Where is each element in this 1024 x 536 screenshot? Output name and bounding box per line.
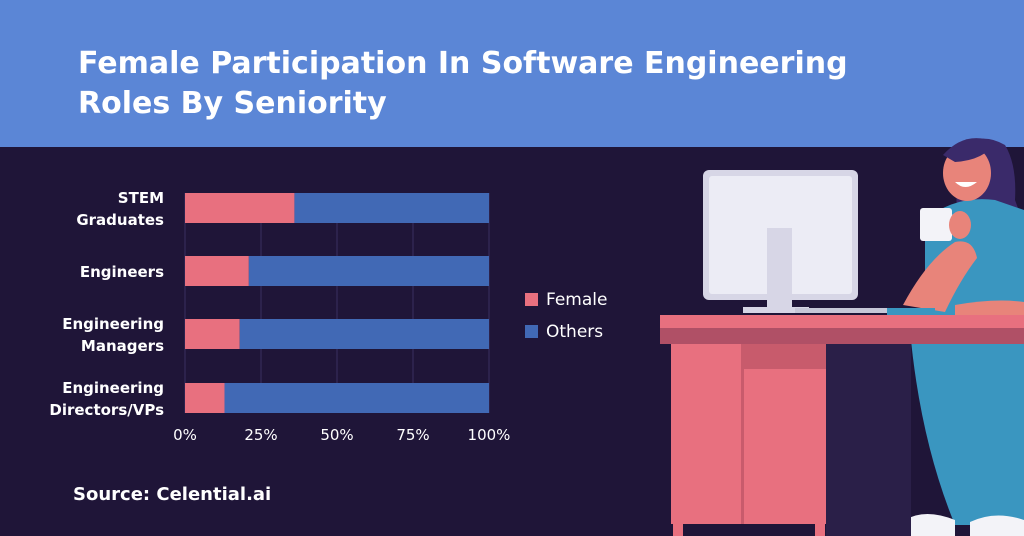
chart-title: Female Participation In Software Enginee…: [78, 46, 848, 121]
bar-female-1: [185, 256, 249, 286]
bar-others-2: [239, 319, 489, 349]
bar-others-1: [248, 256, 489, 286]
bar-others-3: [224, 383, 489, 413]
x-tick-label: 25%: [244, 426, 277, 444]
category-label: Engineering: [62, 315, 164, 333]
bar-others-0: [294, 193, 489, 223]
legend-label: Others: [546, 322, 603, 342]
category-label: Managers: [81, 337, 164, 355]
bar-chart: STEM Graduates Engineers Engineering Manager…: [49, 189, 607, 444]
category-label: Engineering: [62, 379, 164, 397]
category-label: Graduates: [76, 211, 164, 229]
x-tick-label: 100%: [468, 426, 511, 444]
x-tick-label: 75%: [396, 426, 429, 444]
source-note: Source: Celential.ai: [73, 484, 272, 505]
x-tick-label: 0%: [173, 426, 197, 444]
header-banner: Female Participation In Software Enginee…: [0, 0, 1024, 147]
category-label: Directors/VPs: [49, 401, 164, 419]
bar-female-2: [185, 319, 240, 349]
category-label: Engineers: [80, 263, 164, 281]
legend-label: Female: [546, 290, 607, 310]
legend-swatch: [525, 293, 538, 306]
woman-at-desk-illustration: [660, 138, 1024, 536]
category-label: STEM: [118, 189, 164, 207]
bar-female-0: [185, 193, 295, 223]
bar-female-3: [185, 383, 225, 413]
x-tick-label: 50%: [320, 426, 353, 444]
legend-swatch: [525, 325, 538, 338]
